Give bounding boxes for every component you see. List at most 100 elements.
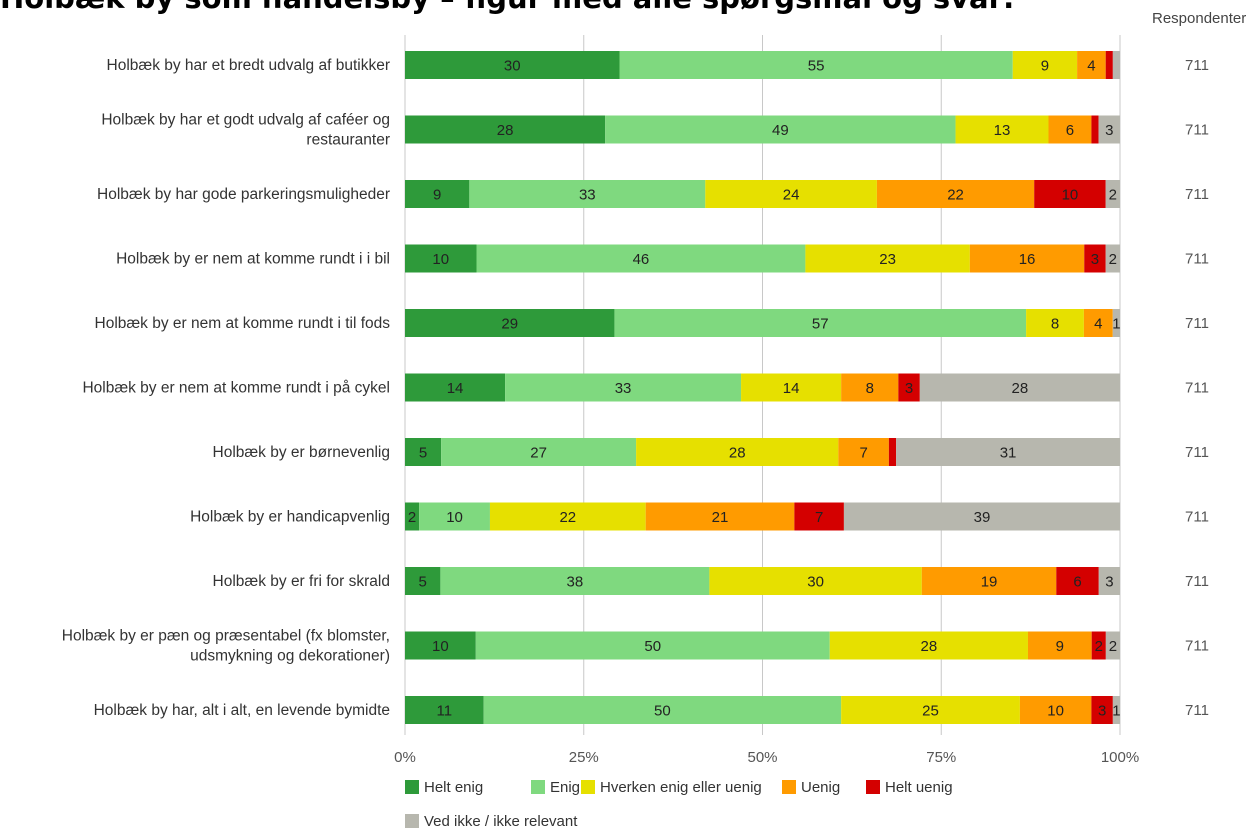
data-label: 50 (644, 638, 661, 655)
bar-segment (1026, 309, 1084, 337)
data-label: 8 (1051, 316, 1059, 333)
bar-segment (1034, 180, 1106, 208)
respondent-count: 711 (1185, 509, 1209, 526)
data-label: 10 (432, 251, 449, 268)
bar-segment (405, 180, 470, 208)
data-label: 2 (1109, 187, 1117, 204)
bar-segment (955, 115, 1049, 144)
data-label: 10 (446, 509, 463, 526)
data-label: 5 (419, 574, 427, 591)
legend-swatch (866, 780, 880, 794)
data-label: 8 (866, 380, 874, 397)
bar-segment (898, 373, 920, 402)
data-label: 33 (615, 380, 632, 397)
bar-segment (405, 502, 420, 531)
respondent-count: 711 (1185, 315, 1209, 332)
respondent-count: 711 (1185, 380, 1209, 397)
bar-segment (843, 502, 1120, 531)
bar-segment (919, 373, 1120, 402)
legend-swatch (782, 780, 796, 794)
data-label: 24 (783, 187, 800, 204)
data-label: 9 (433, 187, 441, 204)
data-label: 27 (530, 445, 547, 462)
bar-segment (405, 309, 615, 337)
category-label: Holbæk by har gode parkeringsmuligheder (97, 186, 390, 203)
data-label: 33 (579, 187, 596, 204)
data-label: 1 (1112, 316, 1120, 333)
data-label: 28 (729, 445, 746, 462)
bar-segment (838, 438, 889, 466)
data-label: 9 (1056, 638, 1064, 655)
data-label: 28 (1012, 380, 1029, 397)
chart-title: Holbæk by som handelsby – figur med alle… (0, 0, 1160, 15)
bar-segment (1019, 696, 1092, 724)
legend-swatch (405, 814, 419, 828)
bar-segment (1105, 631, 1120, 660)
respondent-count: 711 (1185, 638, 1209, 655)
bar-segment (1077, 51, 1106, 79)
bar-segment (921, 567, 1057, 595)
bar-segment (1084, 244, 1106, 273)
category-label: Holbæk by er pæn og præsentabel (fx blom… (62, 628, 390, 645)
data-label: 7 (859, 445, 867, 462)
bar-segment (405, 373, 506, 402)
bar-segment (841, 373, 899, 402)
category-label: udsmykning og dekorationer) (190, 648, 390, 665)
x-tick-label: 75% (926, 749, 956, 766)
bar-segment (1056, 567, 1099, 595)
data-label: 39 (974, 509, 991, 526)
x-tick-label: 0% (394, 749, 416, 766)
legend-label: Hverken enig eller uenig (600, 779, 762, 796)
bar-segment (476, 244, 806, 273)
respondent-count: 711 (1185, 251, 1209, 268)
data-label: 14 (447, 380, 464, 397)
bar-segment (440, 567, 710, 595)
data-label: 46 (633, 251, 650, 268)
data-label: 10 (1062, 187, 1079, 204)
bar-segment (475, 631, 830, 660)
category-label: Holbæk by har, alt i alt, en levende bym… (94, 702, 390, 719)
category-label: Holbæk by har et godt udvalg af caféer o… (101, 112, 390, 129)
respondent-count: 711 (1185, 573, 1209, 590)
data-label: 25 (922, 703, 939, 720)
bar-segment (619, 51, 1013, 79)
data-label: 3 (1098, 703, 1106, 720)
bar-segment (841, 696, 1020, 724)
bar-segment (1091, 696, 1113, 724)
bar-segment (636, 438, 839, 466)
legend-label: Helt uenig (885, 779, 953, 796)
bar-segment (1091, 115, 1099, 144)
data-label: 2 (408, 509, 416, 526)
bar-segment (1105, 180, 1120, 208)
data-label: 3 (1105, 122, 1113, 139)
bar-segment (1112, 696, 1120, 724)
x-tick-label: 50% (747, 749, 777, 766)
bar-segment (441, 438, 637, 466)
data-label: 16 (1019, 251, 1036, 268)
data-label: 28 (921, 638, 938, 655)
data-label: 6 (1073, 574, 1081, 591)
category-label: Holbæk by er handicapvenlig (190, 509, 390, 526)
bar-segment (489, 502, 646, 531)
x-tick-label: 100% (1101, 749, 1139, 766)
bar-segment (1105, 244, 1120, 273)
data-label: 28 (497, 122, 514, 139)
data-label: 30 (807, 574, 824, 591)
data-label: 3 (905, 380, 913, 397)
category-label: Holbæk by er nem at komme rundt i på cyk… (82, 380, 390, 397)
category-label: Holbæk by er nem at komme rundt i til fo… (95, 315, 391, 332)
bar-segment (888, 438, 897, 466)
category-label: restauranter (306, 132, 390, 149)
data-label: 5 (419, 445, 427, 462)
bar-segment (405, 438, 442, 466)
legend-swatch (581, 780, 595, 794)
respondents-column-header: Respondenter (1152, 10, 1247, 27)
bar-segment (1112, 309, 1120, 337)
data-label: 19 (981, 574, 998, 591)
bar-segment (419, 502, 490, 531)
legend-label: Ved ikke / ikke relevant (424, 813, 578, 830)
bar-segment (645, 502, 795, 531)
legend-label: Uenig (801, 779, 840, 796)
respondent-count: 711 (1185, 444, 1209, 461)
bar-segment (1027, 631, 1092, 660)
